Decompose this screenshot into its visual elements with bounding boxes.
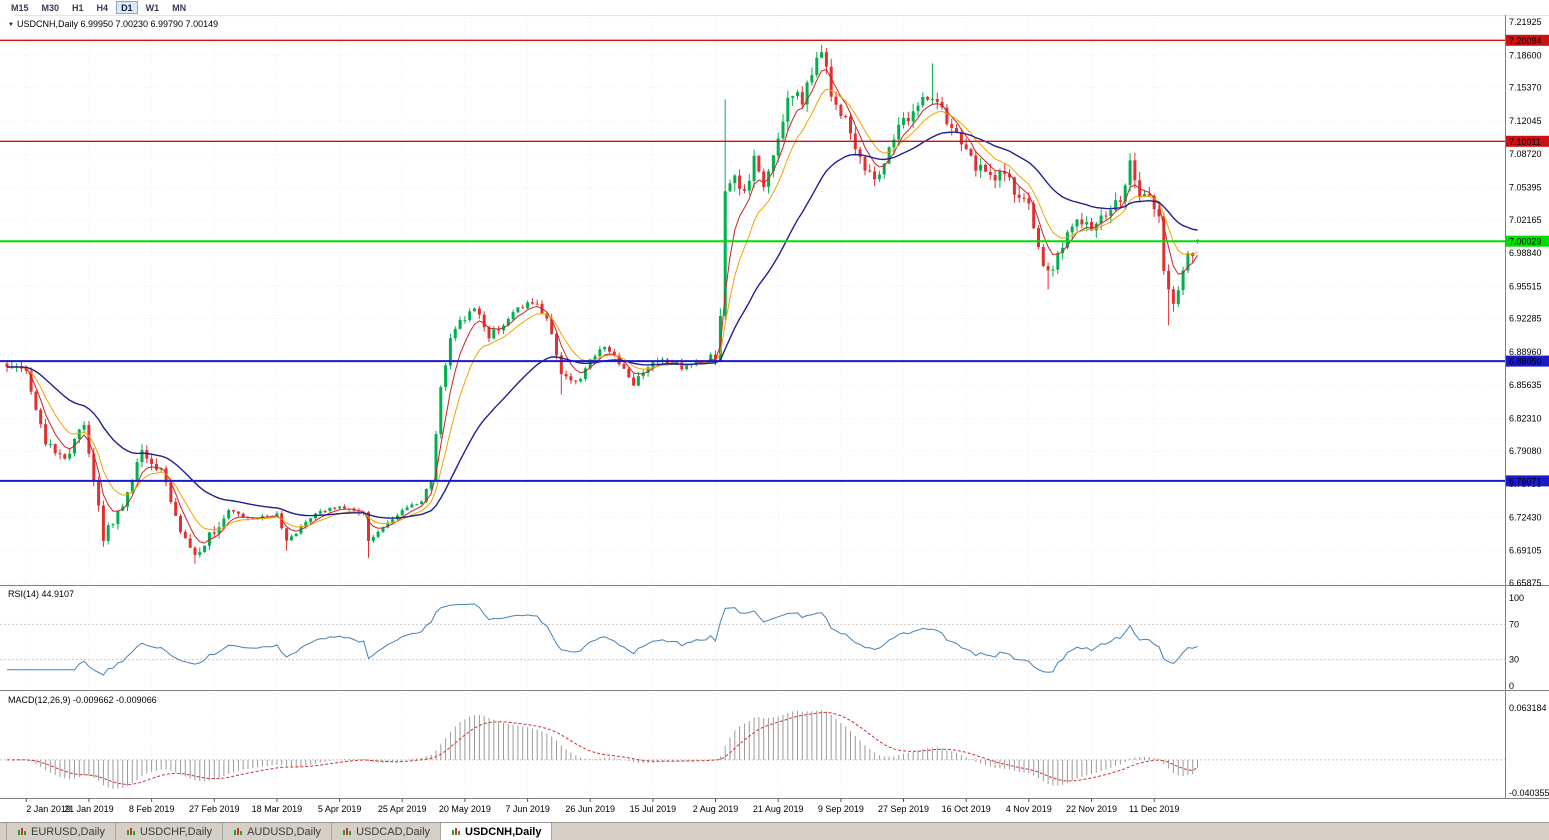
symbol-ohlc-text: USDCNH,Daily 6.99950 7.00230 6.99790 7.0… [16, 19, 219, 29]
price-tick-label: 6.82310 [1509, 414, 1542, 424]
chart-tab-eurusd[interactable]: EURUSD,Daily [6, 823, 116, 840]
date-tick-label: 26 Jun 2019 [565, 804, 615, 814]
price-tick-label: 6.79080 [1509, 446, 1542, 456]
price-flag-6.76071 [1506, 475, 1549, 487]
rsi-panel [0, 603, 1505, 676]
price-flag-label: 7.00029 [1509, 237, 1542, 247]
price-axis[interactable]: 7.21925 7.18600 7.15370 7.12045 7.08720 7.053… [1506, 17, 1549, 798]
price-flag-label: 7.10011 [1509, 137, 1541, 147]
tab-chart-icon [126, 827, 135, 835]
date-tick-label: 2 Jan 2019 [26, 804, 71, 814]
ma-line-ema5 [6, 68, 1198, 544]
price-tick-label: 6.69105 [1509, 546, 1542, 556]
ma-line-ema10 [6, 88, 1198, 531]
date-tick-label: 27 Sep 2019 [878, 804, 929, 814]
price-tick-label: 7.15370 [1509, 83, 1542, 93]
date-tick-label: 15 Jul 2019 [630, 804, 677, 814]
timeframe-button-m30[interactable]: M30 [41, 3, 60, 13]
timeframe-button-m15[interactable]: M15 [11, 3, 29, 13]
timeframe-toolbar: M15 M30 H1 H4 D1 W1 MN [0, 0, 1549, 15]
macd-indicator-label: MACD(12,26,9) -0.009662 -0.009066 [8, 695, 157, 705]
date-tick-label: 22 Nov 2019 [1066, 804, 1117, 814]
date-tick-label: 20 May 2019 [439, 804, 491, 814]
grid-lines [0, 15, 1505, 798]
rsi-axis-label: 30 [1509, 655, 1519, 665]
chart-tab-label: USDCAD,Daily [356, 825, 431, 838]
symbol-ohlc-header: ▼ USDCNH,Daily 6.99950 7.00230 6.99790 7.… [8, 19, 218, 29]
date-tick-label: 21 Aug 2019 [753, 804, 804, 814]
price-flag-7.10011 [1506, 135, 1549, 147]
price-tick-label: 7.05395 [1509, 183, 1542, 193]
tab-chart-icon [18, 827, 26, 835]
chart-tab-audusd[interactable]: AUDUSD,Daily [223, 823, 333, 840]
price-flag-7.00029 [1506, 235, 1549, 247]
date-tick-label: 16 Oct 2019 [942, 804, 991, 814]
chart-tab-usdcad[interactable]: USDCAD,Daily [332, 823, 442, 840]
date-tick-label: 8 Feb 2019 [129, 804, 175, 814]
price-flag-label: 7.20094 [1509, 36, 1542, 46]
date-tick-label: 4 Nov 2019 [1006, 804, 1052, 814]
date-tick-label: 7 Jun 2019 [505, 804, 550, 814]
collapse-triangle-icon[interactable]: ▼ [8, 22, 14, 28]
date-tick-label: 2 Aug 2019 [693, 804, 739, 814]
tab-chart-icon [234, 827, 243, 835]
price-tick-label: 6.95515 [1509, 281, 1542, 291]
tab-chart-icon [343, 827, 352, 835]
price-tick-label: 6.92285 [1509, 314, 1542, 324]
chart-tab-usdcnh[interactable]: USDCNH,Daily [441, 823, 553, 840]
timeframe-button-h4[interactable]: H4 [96, 3, 109, 13]
price-tick-label: 6.98840 [1509, 248, 1542, 258]
chart-svg[interactable]: 7.21925 7.18600 7.15370 7.12045 7.08720 7.053… [0, 0, 1549, 822]
macd-axis-bottom-label: -0.040355 [1509, 788, 1549, 798]
date-tick-label: 27 Feb 2019 [189, 804, 240, 814]
rsi-axis-label: 0 [1509, 681, 1514, 691]
chart-tab-label: USDCHF,Daily [139, 825, 213, 838]
macd-panel [0, 710, 1505, 789]
rsi-indicator-label: RSI(14) 44.9107 [8, 589, 75, 599]
date-tick-label: 11 Dec 2019 [1129, 804, 1179, 814]
date-tick-label: 5 Apr 2019 [318, 804, 362, 814]
price-flag-label: 6.76071 [1509, 476, 1542, 486]
date-tick-label: 9 Sep 2019 [818, 804, 864, 814]
price-flag-6.88050 [1506, 355, 1549, 367]
chart-tab-usdchf[interactable]: USDCHF,Daily [115, 823, 224, 840]
price-tick-label: 6.65875 [1509, 578, 1542, 588]
price-tick-label: 7.02165 [1509, 215, 1542, 225]
chart-tab-bar: EURUSD,Daily USDCHF,Daily AUDUSD,Daily USDC… [0, 822, 1549, 840]
date-tick-label: 18 Mar 2019 [252, 804, 303, 814]
price-level-lines [0, 39, 1505, 482]
chart-tab-label: EURUSD,Daily [31, 825, 105, 838]
panel-separators [0, 14, 1549, 799]
rsi-axis-label: 70 [1509, 619, 1519, 629]
price-tick-label: 6.88960 [1509, 347, 1542, 357]
macd-signal-line [7, 711, 1198, 786]
candles-group [5, 44, 1199, 564]
price-tick-label: 6.85635 [1509, 380, 1542, 390]
tab-chart-icon [452, 827, 461, 835]
date-tick-label: 21 Jan 2019 [64, 804, 114, 814]
price-tick-label: 7.12045 [1509, 116, 1542, 126]
price-tick-label: 7.18600 [1509, 50, 1542, 60]
timeframe-button-d1[interactable]: D1 [116, 1, 138, 14]
timeframe-button-w1[interactable]: W1 [145, 3, 160, 13]
rsi-line [7, 603, 1198, 676]
chart-tab-label: USDCNH,Daily [465, 825, 542, 838]
price-tick-label: 7.08720 [1509, 149, 1542, 159]
timeframe-button-h1[interactable]: H1 [72, 3, 84, 13]
price-flag-label: 6.88050 [1509, 357, 1542, 367]
rsi-axis-label: 100 [1509, 593, 1524, 603]
moving-averages-group [6, 68, 1198, 544]
price-tick-label: 6.72430 [1509, 512, 1542, 522]
price-tick-label: 7.21925 [1509, 17, 1542, 27]
timeframe-button-mn[interactable]: MN [172, 3, 187, 13]
date-tick-label: 25 Apr 2019 [378, 804, 427, 814]
macd-histogram [11, 710, 1198, 789]
chart-tab-label: AUDUSD,Daily [247, 825, 322, 838]
price-flag-7.20094 [1506, 34, 1549, 46]
macd-axis-top-label: 0.063184 [1509, 703, 1547, 713]
